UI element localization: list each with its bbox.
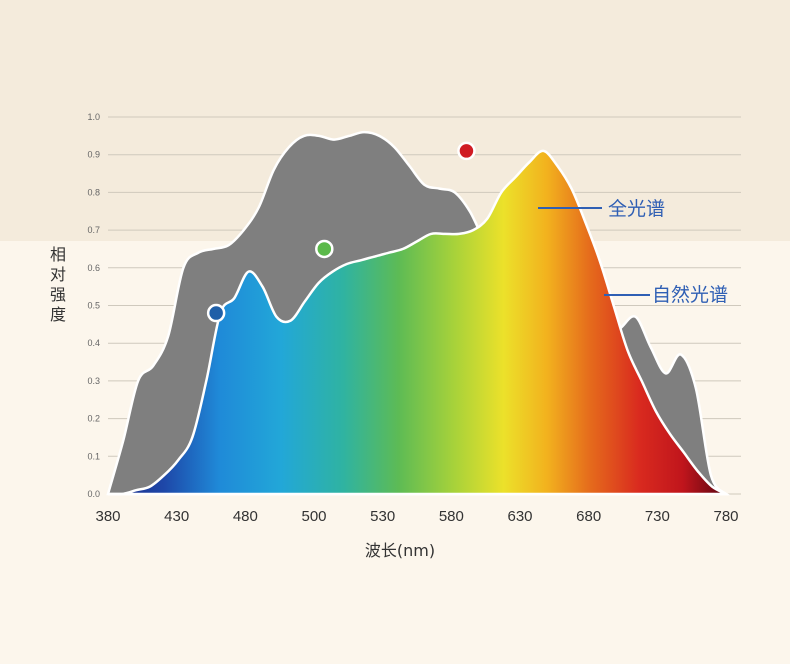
y-tick-label: 0.8 bbox=[87, 187, 100, 197]
legend-natural-spectrum: 自然光谱 bbox=[604, 284, 728, 306]
legend-full-spectrum: 全光谱 bbox=[538, 198, 665, 220]
y-tick-label: 0.7 bbox=[87, 225, 100, 235]
y-axis-label-char: 对 bbox=[50, 265, 66, 284]
y-axis-label-char: 度 bbox=[50, 305, 66, 324]
y-axis-label-char: 强 bbox=[50, 285, 66, 304]
x-tick-label: 530 bbox=[370, 508, 395, 525]
x-tick-label: 580 bbox=[439, 508, 464, 525]
x-tick-label: 380 bbox=[95, 508, 120, 525]
legend-full-spectrum-label: 全光谱 bbox=[608, 198, 665, 220]
y-tick-label: 0.0 bbox=[87, 489, 100, 499]
peak-marker bbox=[457, 141, 476, 161]
full-spectrum-area bbox=[107, 149, 731, 496]
y-axis: 0.0 0.1 0.2 0.3 0.4 0.5 0.6 0.7 0.8 0.9 1.0 bbox=[87, 112, 100, 499]
peak-marker bbox=[206, 303, 226, 323]
x-tick-label: 480 bbox=[233, 508, 258, 525]
peak-marker bbox=[315, 239, 334, 259]
y-axis-label-char: 相 bbox=[50, 245, 66, 264]
x-axis-label: 波长(nm) bbox=[365, 541, 435, 560]
y-tick-label: 0.5 bbox=[87, 301, 100, 311]
y-tick-label: 0.1 bbox=[87, 451, 100, 461]
series-layer bbox=[106, 130, 731, 496]
marker-layer bbox=[206, 141, 476, 323]
x-tick-label: 780 bbox=[713, 508, 738, 525]
x-tick-label: 630 bbox=[507, 508, 532, 525]
y-tick-label: 0.3 bbox=[87, 376, 100, 386]
y-tick-label: 0.4 bbox=[87, 338, 100, 348]
x-tick-label: 430 bbox=[164, 508, 189, 525]
legend-natural-spectrum-label: 自然光谱 bbox=[652, 284, 728, 306]
y-axis-label: 相对强度 bbox=[50, 245, 66, 324]
y-tick-label: 0.9 bbox=[87, 150, 100, 160]
x-axis: 380 430 480 500 530 580 630 680 730 780 bbox=[95, 508, 738, 525]
y-tick-label: 1.0 bbox=[87, 112, 100, 122]
x-tick-label: 500 bbox=[301, 508, 326, 525]
y-tick-label: 0.2 bbox=[87, 414, 100, 424]
x-tick-label: 730 bbox=[645, 508, 670, 525]
y-tick-label: 0.6 bbox=[87, 263, 100, 273]
x-tick-label: 680 bbox=[576, 508, 601, 525]
